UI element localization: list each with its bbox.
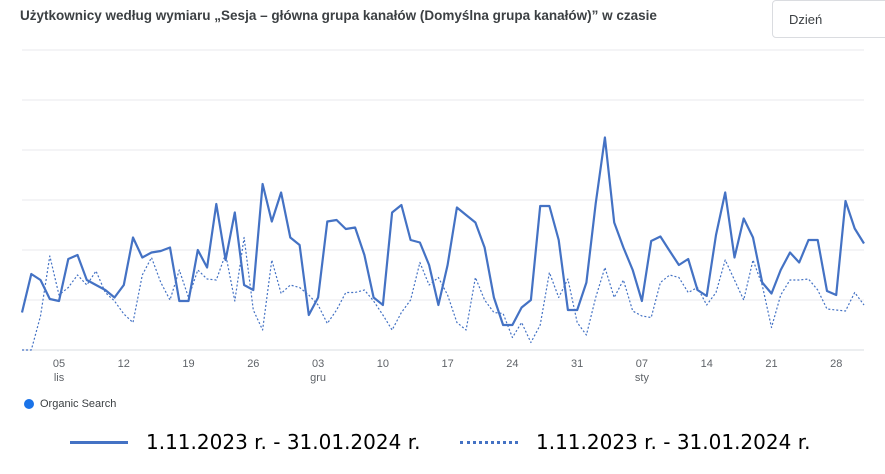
solid-line-swatch-icon [70,440,128,444]
x-tick-label: 28 [830,358,842,370]
x-tick-label: 21 [765,358,777,370]
period-dropdown[interactable]: Dzień [772,0,885,38]
x-tick-label: 12 [118,358,130,370]
x-tick-label: 07 [636,358,648,370]
x-tick-label: 31 [571,358,583,370]
comparison-legend-current-label: 1.11.2023 r. - 31.01.2024 r. [146,430,421,454]
chart-title: Użytkownicy według wymiaru „Sesja – głów… [20,8,657,23]
x-tick-sublabel: lis [54,372,65,384]
x-tick-sublabel: sty [635,372,650,384]
comparison-legend-previous-label: 1.11.2023 r. - 31.01.2024 r. [536,430,811,454]
x-tick-sublabel: gru [310,372,326,384]
legend-label: Organic Search [40,398,117,410]
x-tick-label: 14 [701,358,713,370]
x-tick-label: 05 [53,358,65,370]
chart-legend: Organic Search [24,398,116,410]
comparison-legend-previous: 1.11.2023 r. - 31.01.2024 r. [460,430,810,454]
series-line-current [20,136,865,327]
legend-dot-icon [24,399,34,409]
series-line-previous [22,236,865,351]
comparison-legend-current: 1.11.2023 r. - 31.01.2024 r. [70,430,420,454]
x-tick-label: 19 [182,358,194,370]
x-tick-label: 26 [247,358,259,370]
x-tick-label: 24 [506,358,518,370]
dotted-line-swatch-icon [460,440,518,444]
x-tick-label: 03 [312,358,324,370]
x-tick-label: 10 [377,358,389,370]
x-tick-label: 17 [442,358,454,370]
period-dropdown-value: Dzień [789,12,823,27]
